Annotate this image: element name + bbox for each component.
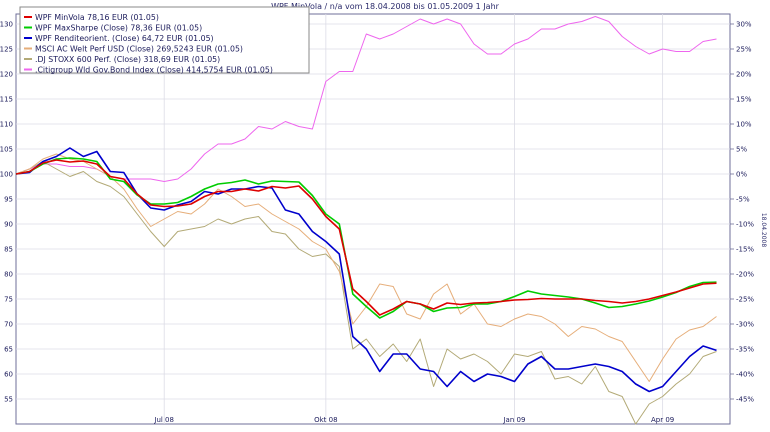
y-tick-label-left: 75 <box>4 296 13 304</box>
legend-label-3: MSCI AC Welt Perf USD (Close) 269,5243 E… <box>35 44 243 53</box>
legend-box <box>19 6 310 74</box>
plot-area <box>15 13 731 425</box>
y-tick-label-left: 80 <box>4 271 13 279</box>
y-tick-label-left: 70 <box>4 321 13 329</box>
legend: WPF MinVola 78,16 EUR (01.05)WPF MaxShar… <box>19 6 310 74</box>
y-tick-label-right: -20% <box>736 271 754 279</box>
legend-label-0: WPF MinVola 78,16 EUR (01.05) <box>35 13 159 22</box>
x-tick-label: Apr 09 <box>651 416 674 424</box>
x-tick-label: Okt 08 <box>314 416 337 424</box>
x-axis: Jul 08 Okt 08 Jan 09 Apr 09 <box>153 416 674 424</box>
y-tick-label-left: 115 <box>0 96 13 104</box>
y-tick-label-right: 5% <box>736 146 747 154</box>
y-tick-label-left: 110 <box>0 121 13 129</box>
y-tick-label-left: 105 <box>0 146 13 154</box>
legend-label-4: .DJ STOXX 600 Perf. (Close) 318,69 EUR (… <box>35 55 220 64</box>
y-tick-label-left: 55 <box>4 396 13 404</box>
y-tick-label-right: 25% <box>736 46 752 54</box>
left-axis: 55 60 65 70 75 80 85 90 95 100 105 110 115 120 125 130 <box>0 21 13 404</box>
y-tick-label-left: 95 <box>4 196 13 204</box>
x-tick-label: Jan 09 <box>502 416 525 424</box>
y-tick-label-right: 30% <box>736 21 752 29</box>
series-line-2 <box>15 147 717 393</box>
series-line-5 <box>15 16 717 182</box>
y-tick-label-left: 65 <box>4 346 13 354</box>
y-tick-label-left: 90 <box>4 221 13 229</box>
series-line-0 <box>15 159 717 316</box>
y-tick-label-left: 60 <box>4 371 13 379</box>
y-tick-label-left: 130 <box>0 21 13 29</box>
y-tick-label-left: 125 <box>0 46 13 54</box>
y-tick-label-right: -25% <box>736 296 754 304</box>
y-tick-label-right: -30% <box>736 321 754 329</box>
y-tick-label-right: -45% <box>736 396 754 404</box>
y-tick-label-right: 0% <box>736 171 747 179</box>
series-line-4 <box>15 161 717 425</box>
right-axis: 30% 25% 20% 15% 10% 5% 0% -5% -10% -15% -20% -25% -3… <box>730 21 754 404</box>
y-tick-label-left: 100 <box>0 171 13 179</box>
legend-items: WPF MinVola 78,16 EUR (01.05)WPF MaxShar… <box>24 13 273 74</box>
right-axis-label: 18.04.2008 <box>760 213 767 248</box>
y-tick-label-right: 15% <box>736 96 752 104</box>
series-layer <box>15 16 717 425</box>
legend-label-1: WPF MaxSharpe (Close) 78,36 EUR (01.05) <box>35 23 202 32</box>
y-tick-label-right: 10% <box>736 121 752 129</box>
y-tick-label-right: -35% <box>736 346 754 354</box>
chart-title: WPF MinVola / n/a vom 18.04.2008 bis 01.… <box>271 2 500 11</box>
y-tick-label-right: -5% <box>736 196 750 204</box>
series-line-1 <box>15 157 717 319</box>
y-tick-label-left: 120 <box>0 71 13 79</box>
y-tick-label-right: 20% <box>736 71 752 79</box>
y-tick-label-left: 85 <box>4 246 13 254</box>
x-tick-label: Jul 08 <box>153 416 174 424</box>
y-tick-label-right: -15% <box>736 246 754 254</box>
y-tick-label-right: -40% <box>736 371 754 379</box>
legend-label-5: .Citigroup Wld Gov.Bond Index (Close) 41… <box>35 65 273 74</box>
legend-label-2: WPF Renditeorient. (Close) 64,72 EUR (01… <box>35 34 214 43</box>
y-tick-label-right: -10% <box>736 221 754 229</box>
